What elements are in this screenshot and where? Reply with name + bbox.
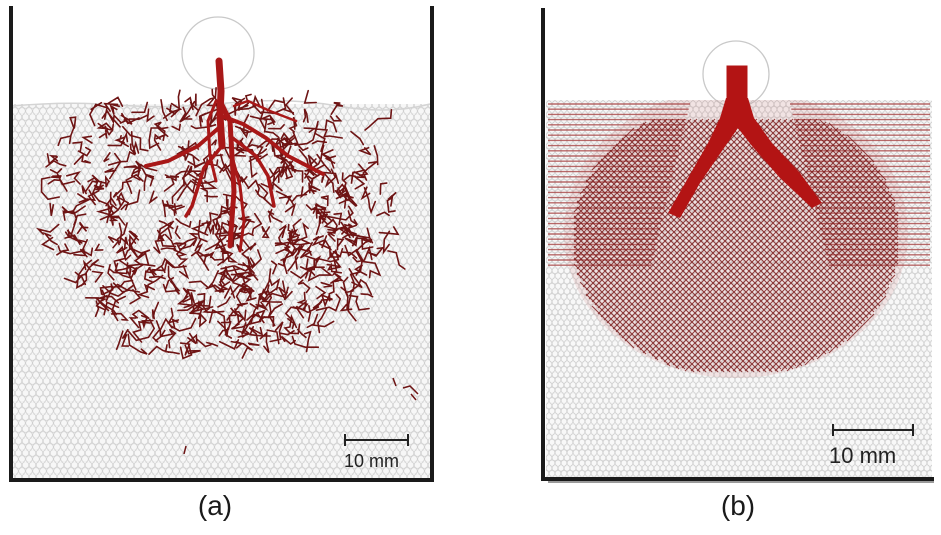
fracture-simulation-b: 10 mm [541, 8, 934, 483]
fracture-simulation-a: 10 mm [9, 6, 434, 482]
fracture-network-a [35, 87, 419, 455]
container-b [541, 8, 934, 481]
scale-bar-b [832, 424, 914, 436]
scale-bar-a [344, 434, 409, 446]
panel-a: 10 mm [8, 6, 436, 486]
fracture-network-b [548, 100, 930, 378]
main-fracture-a [144, 57, 325, 253]
stray-fractures-a [183, 377, 419, 455]
caption-a: (a) [197, 490, 233, 521]
main-fracture-b [668, 65, 822, 218]
caption-b: (b) [720, 490, 756, 521]
bed-surface-a [11, 99, 431, 111]
container-a [9, 6, 434, 482]
scale-bar-label-b: 10 mm [829, 443, 896, 468]
scale-bar-label-a: 10 mm [344, 451, 399, 471]
diagonal-fractures-b-2 [573, 118, 899, 372]
panel-b: 10 mm [540, 8, 936, 486]
